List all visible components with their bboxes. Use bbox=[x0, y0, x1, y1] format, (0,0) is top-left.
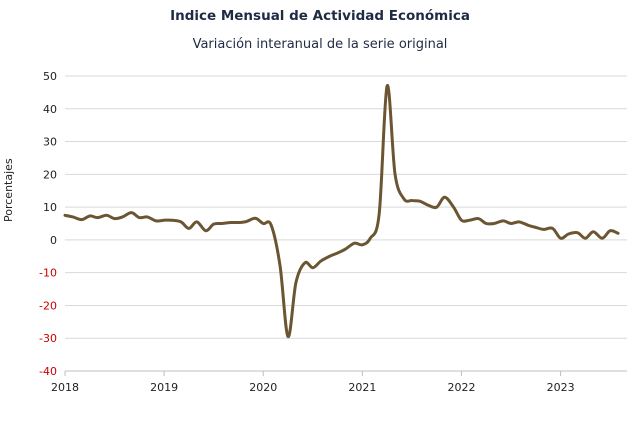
y-tick-label: -40 bbox=[39, 365, 57, 378]
data-point bbox=[319, 260, 322, 263]
data-point bbox=[369, 237, 372, 240]
data-point bbox=[311, 266, 314, 269]
data-point bbox=[303, 261, 306, 264]
x-axis-ticks: 2018 2019 2020 2021 2022 2023 bbox=[51, 371, 575, 394]
data-point bbox=[353, 242, 356, 245]
data-point bbox=[237, 221, 240, 224]
data-point bbox=[328, 255, 331, 258]
data-point bbox=[592, 230, 595, 233]
data-point bbox=[163, 219, 166, 222]
data-point bbox=[559, 237, 562, 240]
data-point bbox=[517, 220, 520, 223]
data-point bbox=[294, 281, 297, 284]
data-point bbox=[361, 243, 364, 246]
data-point bbox=[254, 217, 257, 220]
data-point bbox=[245, 220, 248, 223]
data-point bbox=[212, 223, 215, 226]
data-point bbox=[443, 196, 446, 199]
data-point bbox=[204, 229, 207, 232]
x-tick-label: 2022 bbox=[447, 381, 475, 394]
y-tick-label: 20 bbox=[43, 168, 57, 181]
data-point bbox=[477, 217, 480, 220]
data-point bbox=[121, 215, 124, 218]
data-point bbox=[270, 224, 273, 227]
data-point bbox=[229, 221, 232, 224]
y-tick-label: 30 bbox=[43, 136, 57, 149]
data-point bbox=[262, 222, 265, 225]
x-tick-label: 2020 bbox=[249, 381, 277, 394]
data-point bbox=[179, 220, 182, 223]
data-point bbox=[71, 215, 74, 218]
data-point bbox=[187, 227, 190, 230]
data-point bbox=[435, 206, 438, 209]
y-tick-label: -10 bbox=[39, 267, 57, 280]
data-point bbox=[155, 219, 158, 222]
data-point bbox=[220, 222, 223, 225]
x-tick-label: 2018 bbox=[51, 381, 79, 394]
data-point bbox=[617, 232, 620, 235]
data-point bbox=[567, 232, 570, 235]
data-point bbox=[64, 214, 67, 217]
data-point bbox=[542, 228, 545, 231]
x-tick-label: 2019 bbox=[150, 381, 178, 394]
data-point bbox=[146, 215, 149, 218]
y-tick-label: -20 bbox=[39, 299, 57, 312]
data-point bbox=[493, 222, 496, 225]
series-group bbox=[63, 84, 620, 339]
data-point bbox=[105, 214, 108, 217]
data-point bbox=[427, 204, 430, 207]
data-point bbox=[526, 224, 529, 227]
data-point bbox=[394, 173, 397, 176]
data-point bbox=[576, 231, 579, 234]
data-point bbox=[96, 216, 99, 219]
data-point bbox=[195, 220, 198, 223]
y-tick-label: 0 bbox=[50, 234, 57, 247]
x-tick-label: 2023 bbox=[547, 381, 575, 394]
grid-lines bbox=[65, 75, 627, 372]
y-tick-label: 10 bbox=[43, 201, 57, 214]
chart-title: Indice Mensual de Actividad Económica bbox=[170, 8, 470, 24]
data-point bbox=[386, 84, 389, 87]
data-point bbox=[452, 206, 455, 209]
data-point bbox=[287, 335, 290, 338]
data-point bbox=[460, 219, 463, 222]
data-point bbox=[468, 219, 471, 222]
data-point bbox=[502, 219, 505, 222]
data-point bbox=[609, 229, 612, 232]
data-point bbox=[344, 248, 347, 251]
data-point bbox=[601, 237, 604, 240]
data-point bbox=[551, 227, 554, 230]
data-point bbox=[279, 265, 282, 268]
series-line bbox=[63, 84, 620, 339]
y-axis-ticks: 50 40 30 20 10 0 -10 -20 -30 -40 bbox=[39, 70, 57, 378]
y-tick-label: 40 bbox=[43, 103, 57, 116]
y-tick-label: -30 bbox=[39, 332, 57, 345]
data-point bbox=[138, 216, 141, 219]
chart-subtitle: Variación interanual de la serie origina… bbox=[192, 37, 448, 52]
data-point bbox=[80, 218, 83, 221]
y-tick-label: 50 bbox=[43, 70, 57, 83]
data-point bbox=[534, 226, 537, 229]
data-point bbox=[113, 217, 116, 220]
data-point bbox=[418, 200, 421, 203]
data-point bbox=[130, 211, 133, 214]
data-point bbox=[336, 252, 339, 255]
data-point bbox=[88, 214, 91, 217]
data-point bbox=[378, 212, 381, 215]
data-point bbox=[485, 222, 488, 225]
data-point bbox=[171, 219, 174, 222]
data-point bbox=[510, 222, 513, 225]
data-point bbox=[584, 237, 587, 240]
data-point bbox=[410, 199, 413, 202]
x-tick-label: 2021 bbox=[348, 381, 376, 394]
data-point bbox=[402, 197, 405, 200]
